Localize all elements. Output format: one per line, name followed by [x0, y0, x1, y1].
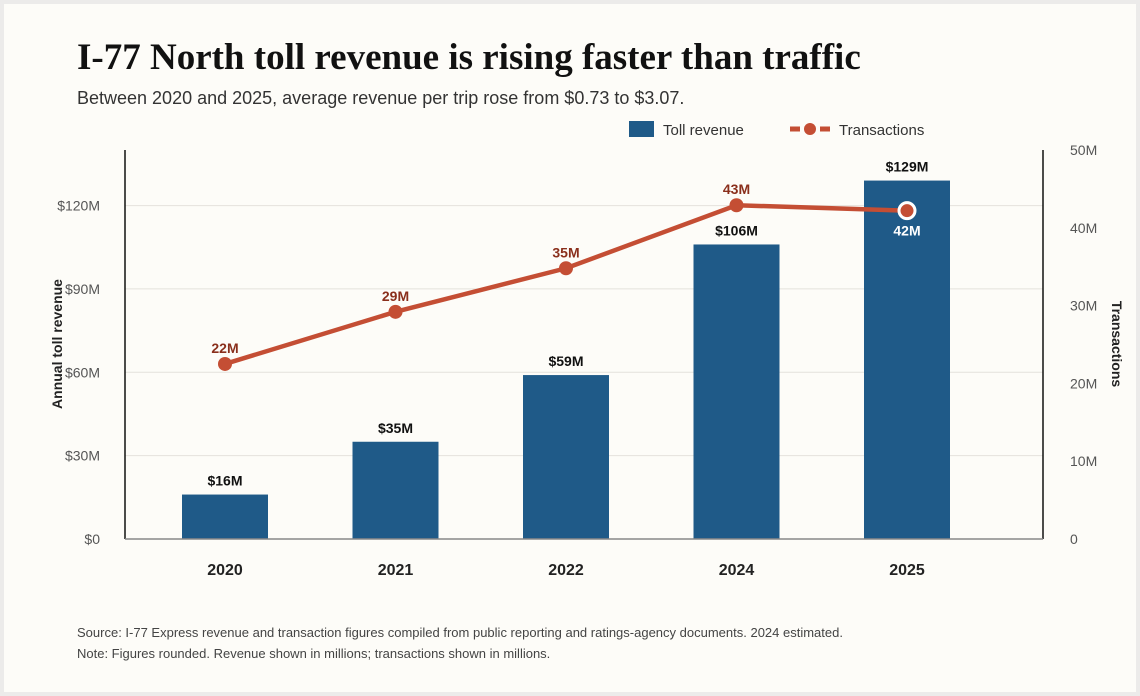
bar-2021	[352, 441, 439, 539]
bar-label: $59M	[548, 353, 583, 369]
bar-label: $35M	[378, 420, 413, 436]
bar-2025	[864, 180, 950, 540]
right-axis-label: Transactions	[1109, 301, 1125, 388]
transactions-point	[388, 304, 403, 319]
x-tick-label: 2020	[207, 562, 243, 579]
right-tick-label: 30M	[1070, 298, 1097, 314]
bar-2022	[523, 375, 609, 539]
chart-subtitle: Between 2020 and 2025, average revenue p…	[77, 88, 685, 108]
transactions-label: 29M	[382, 288, 409, 304]
bar-2020	[182, 494, 268, 539]
left-axis-label: Annual toll revenue	[49, 279, 65, 409]
right-tick-label: 50M	[1070, 142, 1097, 158]
transactions-label: 42M	[893, 223, 920, 239]
transactions-label: 35M	[552, 244, 579, 260]
right-tick-label: 0	[1070, 531, 1078, 547]
x-tick-label: 2025	[889, 562, 925, 579]
legend-swatch-toll-revenue	[629, 121, 654, 137]
figures-note: Note: Figures rounded. Revenue shown in …	[77, 646, 551, 661]
left-tick-label: $90M	[65, 281, 100, 297]
bar-label: $129M	[886, 159, 929, 175]
legend-marker-transactions	[804, 123, 816, 135]
source-note: Source: I-77 Express revenue and transac…	[77, 625, 843, 640]
left-tick-label: $0	[84, 531, 100, 547]
right-tick-label: 20M	[1070, 375, 1097, 391]
transactions-label: 43M	[723, 181, 750, 197]
x-tick-label: 2024	[719, 562, 755, 579]
transactions-point	[729, 198, 744, 213]
right-tick-label: 40M	[1070, 220, 1097, 236]
chart-title: I-77 North toll revenue is rising faster…	[77, 37, 861, 78]
legend-label-toll-revenue: Toll revenue	[663, 122, 744, 139]
legend-label-transactions: Transactions	[839, 122, 924, 139]
transactions-point	[559, 261, 573, 276]
transactions-line	[224, 202, 908, 367]
x-tick-label: 2021	[378, 562, 414, 579]
x-tick-label: 2022	[548, 562, 584, 579]
left-tick-label: $120M	[57, 198, 100, 214]
transactions-point	[897, 201, 917, 221]
bar-2024	[693, 244, 780, 539]
transactions-point	[218, 356, 232, 371]
left-tick-label: $60M	[65, 364, 100, 380]
transactions-label: 22M	[211, 340, 238, 356]
left-tick-label: $30M	[65, 448, 100, 464]
bar-label: $16M	[207, 473, 242, 489]
right-tick-label: 10M	[1070, 453, 1097, 469]
bar-label: $106M	[715, 222, 758, 238]
